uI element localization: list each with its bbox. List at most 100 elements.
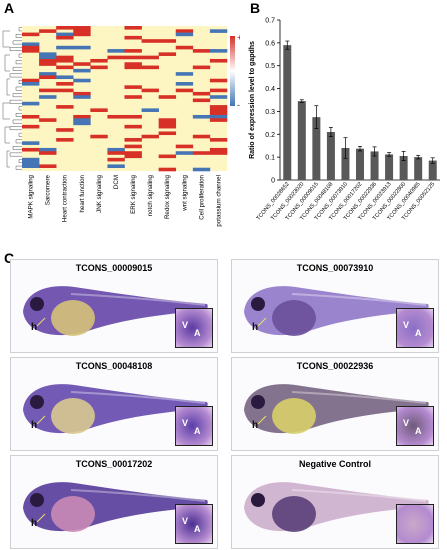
atrium-label: A: [194, 524, 201, 534]
heatmap-cell: [192, 91, 211, 96]
heatmap-chart: + - MAPK signaling Sarcomere Heart contracti…: [2, 26, 242, 227]
heatmap-cell: [192, 65, 211, 70]
atrium-label: A: [415, 426, 422, 436]
bar: [370, 151, 379, 180]
heatmap-cell: [209, 151, 228, 155]
atrium-label: A: [415, 328, 422, 338]
heart-inset: [396, 504, 434, 544]
heatmap-cell: [56, 35, 74, 40]
heatmap-cell: [141, 108, 159, 112]
heatmap-cell: [175, 151, 194, 155]
panel-label-c: C: [4, 250, 15, 266]
heatmap-cell: [39, 151, 57, 155]
heatmap-figure: + - MAPK signaling Sarcomere Heart contracti…: [0, 12, 242, 257]
notochord: [70, 391, 206, 404]
heatmap-cell: [73, 118, 91, 122]
panel-label-a: A: [4, 0, 15, 16]
heatmap-cell: [209, 111, 228, 116]
error-bar: [372, 146, 377, 157]
embryo-eye: [30, 493, 44, 507]
heatmap-cell: [22, 147, 40, 152]
heatmap-cell: [175, 88, 194, 93]
heatmap-cell: [209, 105, 228, 109]
heatmap-cell: [209, 88, 228, 93]
yolk-sac: [272, 496, 316, 532]
heatmap-cell: [209, 58, 228, 63]
heatmap-cell: [209, 118, 228, 122]
heart-label: h: [252, 322, 259, 333]
heatmap-cell: [192, 151, 211, 155]
heatmap-cell: [209, 49, 228, 53]
heatmap-cell: [175, 82, 194, 86]
notochord: [70, 293, 206, 306]
yolk-sac: [51, 300, 95, 336]
heatmap-cell: [124, 151, 142, 155]
y-tick-label: 0.4: [265, 86, 275, 93]
heatmap-cell: [107, 55, 125, 60]
embryo-panel: TCONS_00022936 h V A: [231, 357, 439, 451]
heatmap-cell: [90, 134, 108, 139]
heart-label: h: [31, 322, 38, 333]
legend-minus-label: -: [237, 100, 240, 110]
heatmap-cell: [39, 147, 57, 152]
error-bar: [358, 146, 362, 152]
heart-pointer: [257, 317, 267, 327]
heatmap-cell: [56, 75, 74, 80]
heatmap-cell: [22, 49, 40, 53]
heatmap-cell: [124, 65, 142, 70]
panel-label-b: B: [250, 0, 261, 16]
heatmap-cell: [124, 95, 142, 99]
embryo-panel: TCONS_00048108 h V A: [10, 357, 218, 451]
heatmap-cell: [124, 124, 142, 129]
embryo-eye: [251, 395, 265, 409]
y-tick-label: 0.5: [265, 63, 275, 70]
heatmap-cell: [39, 164, 57, 169]
heatmap-cell: [22, 157, 40, 162]
heatmap-cell: [73, 68, 91, 73]
y-tick-label: 0.2: [265, 132, 275, 139]
heatmap-cell: [141, 134, 159, 139]
heatmap-column-label: Cell proliferation: [198, 174, 205, 219]
heatmap-column-label: JNK signaling: [96, 174, 103, 212]
heatmap-cell: [22, 42, 40, 47]
heatmap-cell: [39, 55, 57, 60]
error-bar: [299, 99, 304, 103]
error-bar: [401, 151, 406, 161]
bar: [385, 154, 394, 180]
heatmap-cell: [73, 26, 91, 30]
y-tick-label: 0.7: [265, 18, 275, 25]
heatmap-cell: [141, 55, 159, 60]
heatmap-cell: [73, 29, 91, 33]
notochord: [70, 489, 206, 502]
heatmap-cell: [73, 114, 91, 119]
heatmap-cell: [22, 114, 40, 119]
heatmap-cell: [124, 26, 142, 30]
heatmap-cell: [39, 52, 57, 56]
heatmap-cell: [192, 114, 211, 119]
heatmap-cell: [107, 151, 125, 155]
heatmap-cell: [107, 114, 125, 119]
heatmap-cell: [22, 101, 40, 106]
heatmap-color-legend: [230, 36, 235, 106]
heatmap-cell: [175, 72, 194, 76]
heatmap-cell: [39, 62, 57, 66]
heatmap-cell: [209, 138, 228, 142]
heatmap-cell: [107, 164, 125, 169]
embryo-image: [244, 384, 429, 434]
heatmap-cell: [39, 58, 57, 63]
heatmap-cell: [158, 124, 177, 129]
embryo-panel: TCONS_00073910 h V A: [231, 259, 439, 353]
heatmap-cell: [73, 62, 91, 66]
ventricle-label: V: [403, 418, 410, 428]
embryo-title: Negative Control: [298, 459, 371, 469]
bar: [399, 156, 408, 180]
legend-plus-label: +: [237, 33, 240, 42]
notochord: [291, 391, 427, 404]
embryo-title: TCONS_00017202: [75, 459, 153, 469]
heatmap-cell: [175, 144, 194, 149]
atrium-label: A: [194, 328, 201, 338]
heatmap-cell: [209, 78, 228, 83]
